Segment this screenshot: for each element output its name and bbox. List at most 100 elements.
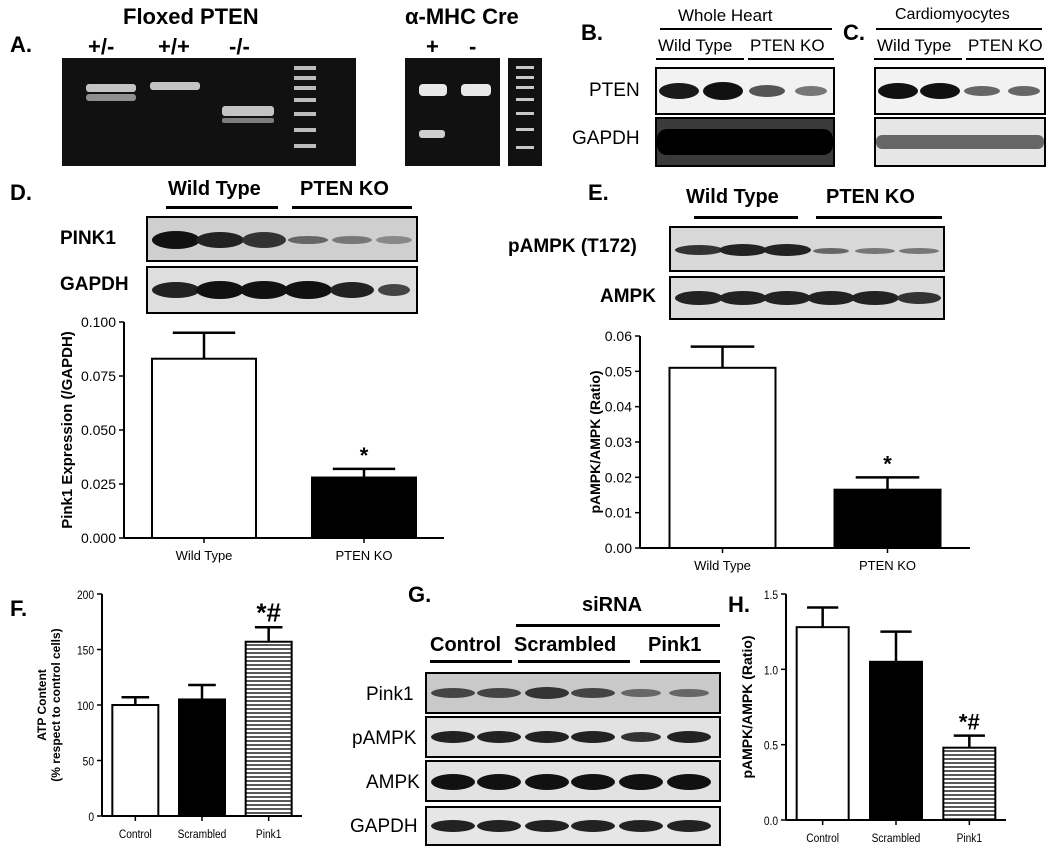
panel-a-letter: A. xyxy=(10,32,32,57)
y-axis-label-F: ATP Content xyxy=(35,669,49,741)
lane-label-homo: +/+ xyxy=(158,34,190,59)
g-control-line xyxy=(430,660,512,663)
chart-h-pampk-ratio: 0.0 0.5 1.0 1.5 pAMPK/AMPK (Ratio) Control Scr… xyxy=(739,589,1006,845)
lane-label-het: +/- xyxy=(88,34,115,59)
y-tick-label-H: 1.0 xyxy=(764,665,778,678)
pten-row-label: PTEN xyxy=(589,80,640,101)
y-tick-label-F: 50 xyxy=(83,756,94,769)
cardiomyocytes-title: Cardiomyocytes xyxy=(895,6,1010,23)
bar-H-0 xyxy=(795,626,850,821)
cre-gel-image xyxy=(405,58,500,166)
blot-b-gapdh xyxy=(655,117,835,167)
d-ko-label: PTEN KO xyxy=(300,178,389,200)
panel-d-letter: D. xyxy=(10,180,32,205)
panel-g-letter: G. xyxy=(408,582,432,607)
bar-E-1 xyxy=(833,488,942,549)
g-ampk-row-label: AMPK xyxy=(366,772,420,793)
category-label-D-1: PTEN KO xyxy=(335,548,392,563)
bar-E-0 xyxy=(668,366,777,549)
blot-e-pampk xyxy=(669,226,945,272)
y-tick-label-E: 0.06 xyxy=(605,328,632,344)
whole-heart-bracket xyxy=(660,28,832,30)
d-ko-line xyxy=(292,206,412,209)
chart-f-atp-content: 0 50 100 150 200 ATP Content (% respect to con… xyxy=(35,589,302,841)
g-scrambled-label: Scrambled xyxy=(514,634,617,656)
bar-D-0 xyxy=(151,357,257,539)
y-tick-label-E: 0.01 xyxy=(605,505,632,521)
y-tick-label-H: 0.0 xyxy=(764,815,778,828)
whole-heart-wt-label: Wild Type xyxy=(658,36,733,55)
d-wt-label: Wild Type xyxy=(168,178,261,200)
panel-c-letter: C. xyxy=(843,20,865,45)
panel-b-letter: B. xyxy=(581,20,603,45)
significance-F-2: *# xyxy=(256,597,281,627)
mhc-cre-title: α-MHC Cre xyxy=(405,4,519,29)
y-tick-label-H: 0.5 xyxy=(764,740,778,753)
y-tick-label-D: 0.100 xyxy=(81,314,116,330)
panel-f-letter: F. xyxy=(10,596,28,621)
g-sirna-title: siRNA xyxy=(582,594,643,616)
significance-H-2: *# xyxy=(959,710,980,735)
e-pampk-row-label: pAMPK (T172) xyxy=(508,236,637,257)
whole-heart-ko-label: PTEN KO xyxy=(750,36,825,55)
blot-g-pink1 xyxy=(425,672,721,714)
blot-c-pten xyxy=(874,67,1046,115)
category-label-H-1: Scrambled xyxy=(872,832,921,845)
e-wt-line xyxy=(694,216,798,219)
g-scrambled-line xyxy=(518,660,630,663)
floxed-pten-title: Floxed PTEN xyxy=(123,4,259,29)
cre-lane-minus: - xyxy=(469,34,477,59)
y-tick-label-F: 200 xyxy=(77,589,94,602)
bar-H-1 xyxy=(869,660,923,821)
category-label-H-0: Control xyxy=(806,832,839,845)
category-label-E-1: PTEN KO xyxy=(859,558,916,573)
g-control-label: Control xyxy=(430,634,502,656)
chart-d-pink1-expression: 0.000 0.025 0.050 0.075 0.100 Pink1 Expressio… xyxy=(59,314,444,563)
blot-d-gapdh xyxy=(146,266,418,314)
blot-b-pten xyxy=(655,67,835,115)
bar-F-1 xyxy=(178,698,226,817)
significance-E-1: * xyxy=(883,451,892,476)
cardiomyocytes-bracket xyxy=(876,28,1042,30)
cardio-ko-line xyxy=(966,58,1044,60)
e-wt-label: Wild Type xyxy=(686,186,779,208)
y-tick-label-E: 0.02 xyxy=(605,469,632,485)
blot-e-ampk xyxy=(669,276,945,320)
lane-label-null: -/- xyxy=(229,34,250,59)
g-pink1-label: Pink1 xyxy=(648,634,702,656)
category-label-H-2: Pink1 xyxy=(957,832,983,845)
y-tick-label-F: 100 xyxy=(77,700,94,713)
category-label-F-1: Scrambled xyxy=(178,828,227,841)
cardio-wt-label: Wild Type xyxy=(877,36,952,55)
bar-F-2 xyxy=(244,640,293,818)
whole-heart-wt-line xyxy=(656,58,744,60)
cardio-wt-line xyxy=(874,58,962,60)
bar-H-2 xyxy=(942,746,997,821)
y-tick-label-E: 0.04 xyxy=(605,399,632,415)
y-axis-label-H: pAMPK/AMPK (Ratio) xyxy=(739,635,755,778)
cre-lane-plus: + xyxy=(426,34,439,59)
y-tick-label-E: 0.03 xyxy=(605,434,632,450)
g-sirna-line xyxy=(516,624,720,627)
category-label-F-0: Control xyxy=(119,828,152,841)
g-gapdh-row-label: GAPDH xyxy=(350,816,418,837)
d-wt-line xyxy=(166,206,278,209)
y-tick-label-D: 0.050 xyxy=(81,422,116,438)
bar-D-1 xyxy=(311,476,417,540)
cardio-ko-label: PTEN KO xyxy=(968,36,1043,55)
chart-e-pampk-ratio: 0.00 0.01 0.02 0.03 0.04 0.05 0.06 pAMPK/AMPK (… xyxy=(587,328,970,573)
panel-e-letter: E. xyxy=(588,180,609,205)
y-tick-label-E: 0.05 xyxy=(605,363,632,379)
y-axis-label-E: pAMPK/AMPK (Ratio) xyxy=(587,370,603,513)
blot-g-gapdh xyxy=(425,806,721,846)
d-gapdh-row-label: GAPDH xyxy=(60,274,129,295)
category-label-F-2: Pink1 xyxy=(256,828,282,841)
whole-heart-ko-line xyxy=(748,58,834,60)
significance-D-1: * xyxy=(360,443,369,468)
g-pampk-row-label: pAMPK xyxy=(352,728,417,749)
floxed-pten-gel-image xyxy=(62,58,356,166)
g-pink1-row-label: Pink1 xyxy=(366,684,414,705)
y-tick-label-D: 0.075 xyxy=(81,368,116,384)
category-label-D-0: Wild Type xyxy=(176,548,233,563)
y-axis-label2-F: (% respect to control cells) xyxy=(49,628,63,781)
